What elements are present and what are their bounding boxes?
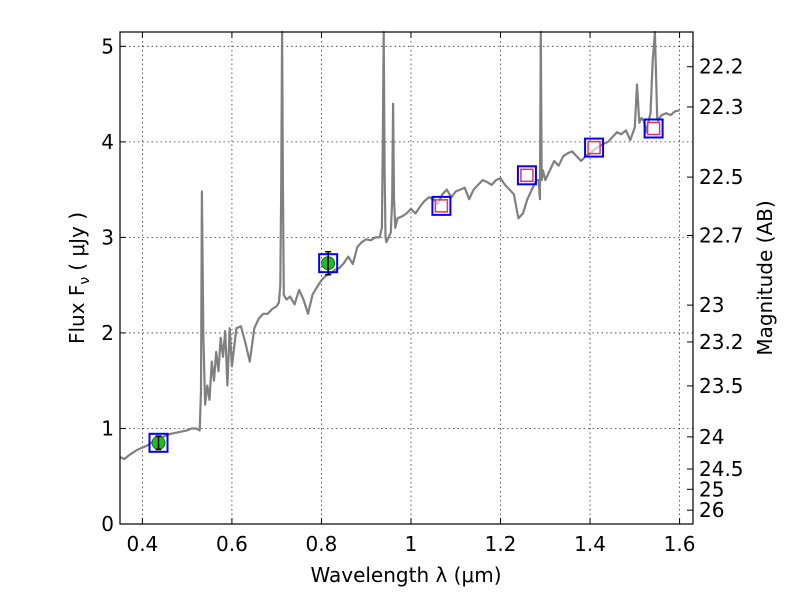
x-tick-label: 0.6 <box>216 532 248 556</box>
y-tick-label: 2 <box>101 321 114 345</box>
data-layer <box>119 30 680 461</box>
x-tick-label: 1.2 <box>485 532 517 556</box>
right-axis-tick-label: 23 <box>699 293 724 317</box>
y-axis-label-unit: ( μJy ) <box>65 212 89 271</box>
right-axis-label: Magnitude (AB) <box>753 200 777 355</box>
grid-layer <box>120 32 693 525</box>
x-tick-label: 1 <box>405 532 418 556</box>
y-axis-ticks: 0 1 2 3 4 5 <box>101 34 126 536</box>
x-axis-label: Wavelength λ (μm) <box>310 563 501 587</box>
right-axis-tick-label: 24.5 <box>699 457 744 481</box>
x-axis-ticks: 0.4 0.6 0.8 1 1.2 1.4 1.6 <box>126 32 695 556</box>
x-tick-label: 1.6 <box>664 532 696 556</box>
model-point-box <box>643 118 664 139</box>
model-point-box <box>584 137 605 158</box>
model-point-box <box>431 195 452 216</box>
x-tick-label: 0.4 <box>126 532 158 556</box>
right-axis-tick-label: 23.5 <box>699 374 744 398</box>
marker-layer <box>148 118 664 453</box>
right-axis-tick-label: 22.2 <box>699 55 744 79</box>
y-axis-label: Flux Fν ( μJy ) <box>65 212 93 344</box>
right-axis-tick-label: 23.2 <box>699 330 744 354</box>
photometry-point-box <box>148 432 169 453</box>
model-point-inner <box>646 121 661 136</box>
model-point-inner <box>587 140 601 155</box>
model-point-box <box>516 165 537 186</box>
model-point-inner <box>520 168 534 183</box>
y-axis-label-subscript: ν <box>77 277 93 285</box>
y-axis-label-main: Flux F <box>65 285 89 344</box>
y-tick-label: 0 <box>101 512 114 536</box>
x-tick-label: 1.4 <box>574 532 606 556</box>
model-point-inner <box>434 199 449 213</box>
y-tick-label: 4 <box>101 130 114 154</box>
right-axis-tick-label: 22.5 <box>699 165 744 189</box>
y-tick-label: 1 <box>101 416 114 440</box>
y-tick-label: 5 <box>101 34 114 58</box>
right-axis-tick-label: 22.7 <box>699 223 744 247</box>
plot-frame <box>119 31 694 525</box>
right-axis-tick-label: 26 <box>699 498 724 522</box>
x-tick-label: 0.8 <box>306 532 338 556</box>
y-tick-label: 3 <box>101 225 114 249</box>
spectrum-line <box>119 30 680 461</box>
right-axis-tick-label: 25 <box>699 477 724 501</box>
right-axis-tick-label: 22.3 <box>699 95 744 119</box>
right-axis-tick-label: 24 <box>699 425 724 449</box>
